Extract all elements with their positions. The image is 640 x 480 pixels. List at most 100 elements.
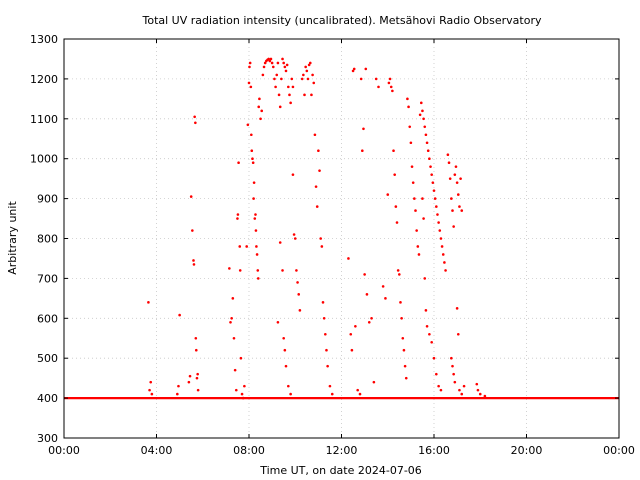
data-point xyxy=(452,372,455,376)
data-point xyxy=(423,125,427,129)
data-point xyxy=(300,77,304,81)
data-point xyxy=(363,273,366,276)
data-point xyxy=(246,123,250,127)
data-point xyxy=(176,392,179,396)
data-point xyxy=(315,205,319,208)
data-point xyxy=(260,109,264,113)
data-point xyxy=(408,125,412,129)
data-point xyxy=(307,63,311,67)
data-point xyxy=(413,197,416,200)
data-point xyxy=(285,63,289,67)
data-point xyxy=(187,380,191,384)
data-point xyxy=(273,77,276,81)
data-point xyxy=(384,297,387,300)
y-tick-label: 700 xyxy=(37,272,58,285)
data-point xyxy=(428,332,431,336)
data-point xyxy=(289,392,292,396)
data-point xyxy=(426,149,430,153)
data-point xyxy=(394,205,398,208)
data-point xyxy=(406,97,409,101)
data-point xyxy=(237,161,240,164)
data-points xyxy=(147,57,487,400)
data-point xyxy=(398,273,401,276)
data-point xyxy=(430,340,433,344)
x-tick-label: 16:00 xyxy=(418,444,450,457)
data-point xyxy=(251,157,254,160)
data-point xyxy=(455,181,459,184)
data-point xyxy=(319,237,322,240)
plot-frame xyxy=(63,38,620,439)
data-point xyxy=(188,374,192,378)
data-point xyxy=(238,269,242,272)
data-point xyxy=(435,372,438,376)
data-point xyxy=(433,197,437,200)
data-point xyxy=(289,101,292,105)
data-point xyxy=(421,109,424,113)
data-point xyxy=(250,133,253,137)
y-tick-label: 600 xyxy=(37,312,58,325)
data-point xyxy=(247,81,251,85)
data-point xyxy=(349,332,353,336)
data-point xyxy=(192,263,196,266)
data-point xyxy=(277,93,281,97)
data-point xyxy=(416,245,420,248)
data-point xyxy=(432,356,436,360)
data-point xyxy=(417,253,421,256)
data-point xyxy=(321,301,325,304)
data-point xyxy=(189,195,193,198)
data-point xyxy=(424,309,428,312)
chart-title: Total UV radiation intensity (uncalibrat… xyxy=(142,14,542,27)
data-point xyxy=(440,245,444,248)
data-point xyxy=(177,384,180,388)
data-point xyxy=(356,388,359,392)
data-point xyxy=(425,324,429,328)
data-point xyxy=(252,197,255,200)
data-point xyxy=(455,307,459,310)
data-point xyxy=(350,348,354,352)
data-point xyxy=(435,205,438,208)
data-point xyxy=(325,348,328,352)
data-point xyxy=(255,253,259,256)
data-point xyxy=(254,229,258,232)
data-point xyxy=(287,384,290,388)
data-point xyxy=(249,85,253,89)
data-point xyxy=(432,189,436,192)
data-point xyxy=(234,388,238,392)
data-point xyxy=(292,233,296,236)
x-axis-ticks: 00:00 04:00 08:00 12:00 16:00 20:00 00:00 xyxy=(48,39,635,457)
data-point xyxy=(453,173,457,176)
data-point xyxy=(295,269,298,272)
data-point xyxy=(399,301,402,304)
data-point xyxy=(458,205,461,208)
data-point xyxy=(320,245,324,248)
data-point xyxy=(298,309,302,312)
data-point xyxy=(284,364,288,368)
data-point xyxy=(443,261,446,264)
data-point xyxy=(313,133,317,137)
data-point xyxy=(326,364,329,368)
data-point xyxy=(450,197,453,200)
data-point xyxy=(236,217,239,220)
data-point xyxy=(358,392,362,396)
data-point xyxy=(456,193,460,196)
data-point xyxy=(475,382,479,386)
data-point xyxy=(400,317,403,320)
data-point xyxy=(271,65,275,69)
data-point xyxy=(430,173,433,176)
data-point xyxy=(409,141,413,145)
data-point xyxy=(459,177,462,180)
data-point xyxy=(191,229,194,232)
data-point xyxy=(228,267,231,270)
data-point xyxy=(269,57,273,61)
data-point xyxy=(389,85,393,89)
data-point xyxy=(418,113,422,117)
data-point xyxy=(395,221,399,224)
data-point xyxy=(393,173,396,176)
data-point xyxy=(231,297,235,300)
data-point xyxy=(284,69,288,73)
data-point xyxy=(248,65,251,69)
data-point xyxy=(318,169,321,172)
grid-lines xyxy=(64,39,619,438)
data-point xyxy=(367,320,371,324)
data-point xyxy=(407,105,410,109)
